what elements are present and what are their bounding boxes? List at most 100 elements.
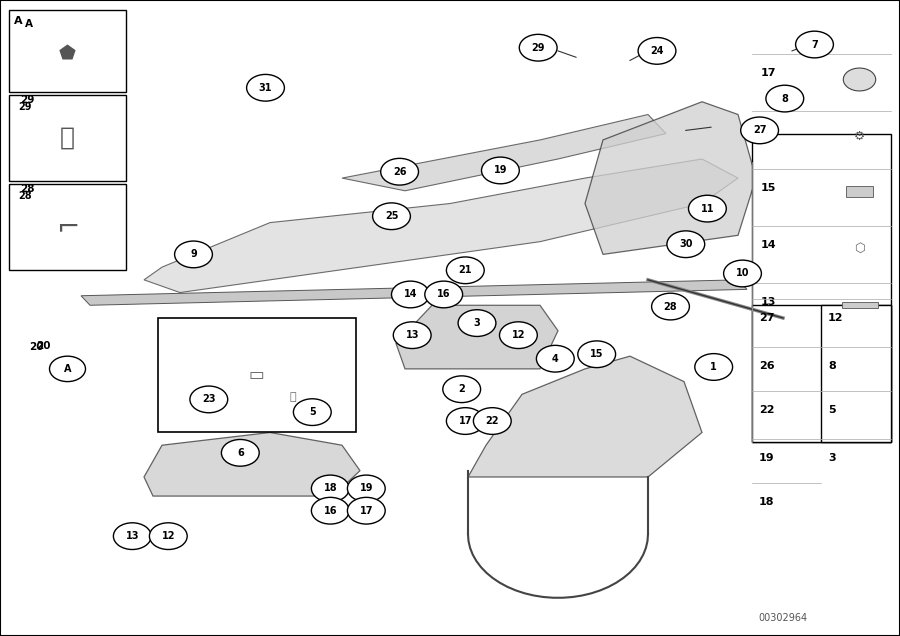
Text: 22: 22 — [486, 416, 499, 426]
Text: 28: 28 — [18, 191, 32, 201]
Circle shape — [347, 497, 385, 524]
Text: 5: 5 — [828, 405, 835, 415]
Polygon shape — [585, 102, 756, 254]
Text: 15: 15 — [590, 349, 604, 359]
Text: 12: 12 — [162, 531, 175, 541]
Circle shape — [578, 341, 616, 368]
Text: 14: 14 — [403, 289, 418, 300]
Text: ⬮: ⬮ — [60, 126, 75, 150]
Bar — [842, 302, 877, 308]
Circle shape — [766, 85, 804, 112]
Text: 00302964: 00302964 — [759, 613, 807, 623]
Text: ⌐: ⌐ — [56, 213, 79, 241]
Text: A: A — [14, 16, 22, 26]
Polygon shape — [396, 305, 558, 369]
Text: ⬟: ⬟ — [59, 45, 76, 64]
Polygon shape — [468, 356, 702, 477]
Circle shape — [652, 293, 689, 320]
Bar — [846, 186, 873, 197]
Circle shape — [113, 523, 151, 550]
Text: ⌒: ⌒ — [289, 392, 296, 403]
Text: 27: 27 — [759, 313, 774, 323]
Text: 17: 17 — [760, 68, 776, 78]
Text: 28: 28 — [663, 301, 678, 312]
Circle shape — [500, 322, 537, 349]
Text: 17: 17 — [359, 506, 373, 516]
Text: 24: 24 — [650, 46, 664, 56]
Polygon shape — [342, 114, 666, 191]
Text: 12: 12 — [511, 330, 526, 340]
Text: 9: 9 — [190, 249, 197, 259]
Bar — [9, 184, 126, 270]
Text: 25: 25 — [385, 211, 398, 221]
Text: A: A — [64, 364, 71, 374]
Text: 21: 21 — [459, 265, 472, 275]
Circle shape — [796, 31, 833, 58]
Text: 19: 19 — [493, 165, 508, 176]
Text: 26: 26 — [759, 361, 774, 371]
Text: 29: 29 — [18, 102, 32, 112]
Text: 23: 23 — [202, 394, 216, 404]
Text: 3: 3 — [473, 318, 481, 328]
Bar — [9, 10, 126, 92]
Polygon shape — [81, 280, 747, 305]
Text: 26: 26 — [392, 167, 407, 177]
Circle shape — [473, 408, 511, 434]
Text: 16: 16 — [437, 289, 450, 300]
Text: 4: 4 — [552, 354, 559, 364]
Circle shape — [425, 281, 463, 308]
Text: 8: 8 — [828, 361, 836, 371]
Bar — [752, 134, 891, 442]
Circle shape — [311, 497, 349, 524]
Circle shape — [311, 475, 349, 502]
Bar — [821, 305, 891, 442]
Text: 20: 20 — [36, 341, 50, 351]
Circle shape — [482, 157, 519, 184]
Circle shape — [446, 408, 484, 434]
Bar — [752, 305, 891, 442]
Text: 31: 31 — [259, 83, 272, 93]
Text: 16: 16 — [324, 506, 337, 516]
Text: 30: 30 — [679, 239, 693, 249]
Circle shape — [293, 399, 331, 425]
Text: 18: 18 — [759, 497, 774, 508]
Circle shape — [741, 117, 778, 144]
Circle shape — [175, 241, 212, 268]
Text: 11: 11 — [700, 204, 715, 214]
Text: 29: 29 — [20, 95, 34, 106]
Text: 1: 1 — [710, 362, 717, 372]
Text: ⌒: ⌒ — [216, 394, 225, 408]
Text: 13: 13 — [405, 330, 418, 340]
Text: 13: 13 — [760, 297, 776, 307]
Text: 22: 22 — [759, 405, 774, 415]
Text: 28: 28 — [20, 184, 34, 194]
Text: 18: 18 — [323, 483, 338, 494]
Circle shape — [536, 345, 574, 372]
Text: 19: 19 — [759, 453, 774, 463]
Text: 10: 10 — [736, 268, 749, 279]
Polygon shape — [144, 159, 738, 293]
Text: 16: 16 — [760, 125, 776, 135]
Circle shape — [724, 260, 761, 287]
Circle shape — [373, 203, 410, 230]
Text: 2: 2 — [458, 384, 465, 394]
Circle shape — [446, 257, 484, 284]
Text: 7: 7 — [811, 39, 818, 50]
Circle shape — [638, 38, 676, 64]
Circle shape — [667, 231, 705, 258]
Circle shape — [843, 68, 876, 91]
Circle shape — [381, 158, 418, 185]
Circle shape — [688, 195, 726, 222]
Bar — [158, 318, 356, 432]
Text: ⚙: ⚙ — [854, 130, 865, 143]
Text: 19: 19 — [359, 483, 373, 494]
Circle shape — [393, 322, 431, 349]
Polygon shape — [144, 432, 360, 496]
Text: 29: 29 — [531, 43, 544, 53]
Text: 17: 17 — [459, 416, 472, 426]
Text: 5: 5 — [309, 407, 316, 417]
Text: 15: 15 — [760, 183, 776, 193]
Text: 14: 14 — [760, 240, 776, 250]
Text: 8: 8 — [781, 93, 788, 104]
Bar — [9, 95, 126, 181]
